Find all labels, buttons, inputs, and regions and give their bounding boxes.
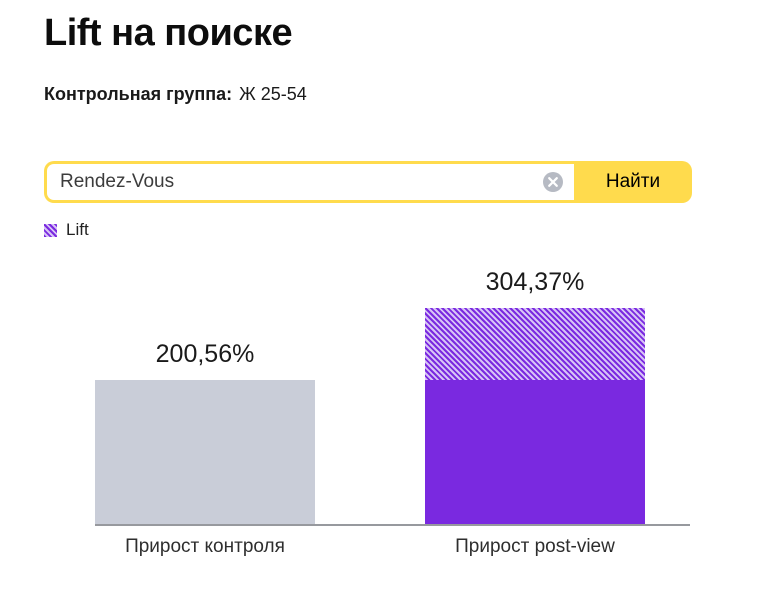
clear-icon[interactable]: [542, 171, 564, 193]
chart-legend: Lift: [44, 220, 89, 240]
category-label-postview: Прирост post-view: [455, 536, 615, 557]
bar-value-postview: 304,37%: [485, 268, 585, 296]
legend-lift-label: Lift: [66, 220, 89, 239]
control-group: Контрольная группа: Ж 25-54: [44, 84, 307, 105]
bar-control: [95, 380, 315, 524]
page-title: Lift на поиске: [44, 12, 293, 54]
bar-value-control: 200,56%: [155, 340, 255, 368]
bar-chart: 200,56% 304,37% Прирост контроля Прирост…: [95, 268, 690, 570]
bar-postview-solid-segment: [425, 380, 645, 524]
search-input[interactable]: [47, 164, 574, 200]
clear-circle-icon: [543, 172, 563, 192]
bar-postview: [425, 308, 645, 524]
legend-lift-swatch: [44, 223, 57, 237]
chart-category-axis: Прирост контроля Прирост post-view: [95, 536, 690, 570]
chart-plot-area: 200,56% 304,37%: [95, 268, 690, 526]
control-group-label: Контрольная группа:: [44, 84, 233, 104]
bar-group-control: 200,56%: [95, 268, 315, 524]
search-bar: Найти: [44, 161, 692, 203]
category-label-control: Прирост контроля: [125, 536, 285, 557]
control-group-value: Ж 25-54: [239, 84, 307, 104]
search-input-wrap: [44, 161, 574, 203]
search-button[interactable]: Найти: [574, 161, 692, 203]
bar-group-postview: 304,37%: [425, 268, 645, 524]
